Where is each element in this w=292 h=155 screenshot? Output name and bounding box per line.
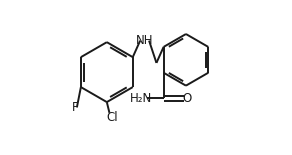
Text: O: O — [183, 92, 192, 105]
Text: Cl: Cl — [106, 111, 118, 124]
Text: H₂N: H₂N — [130, 92, 152, 105]
Text: NH: NH — [136, 34, 153, 47]
Text: F: F — [72, 101, 78, 114]
